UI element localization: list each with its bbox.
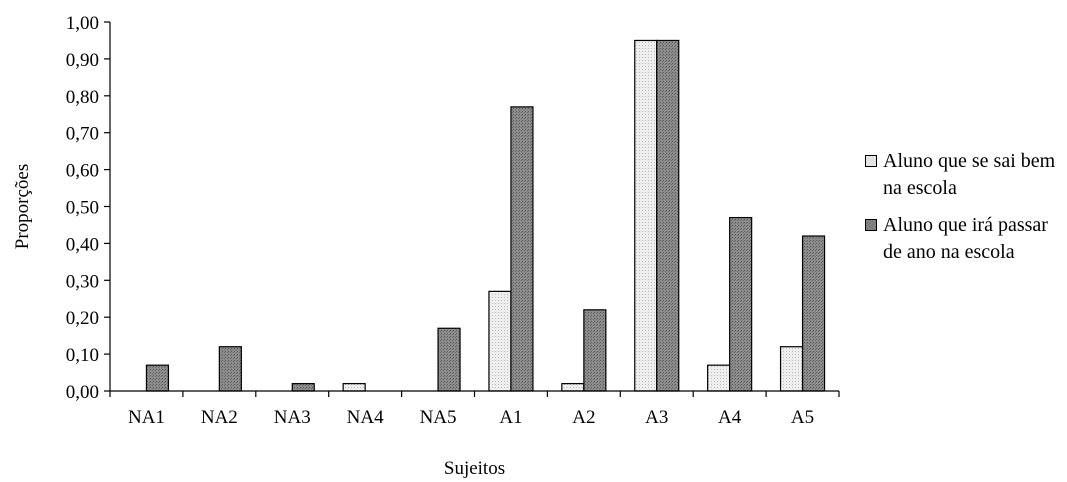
bar-series-2-a1 (510, 106, 534, 392)
bar-series-2-na5 (437, 327, 461, 392)
bar-series-2-na2 (218, 346, 242, 392)
y-tick-label: 0,60 (66, 161, 99, 182)
bar-series-2-a3 (656, 39, 680, 392)
y-axis-label: Proporções (12, 164, 33, 249)
x-tick-label-na1: NA1 (128, 407, 165, 428)
bar-series-1-na4 (342, 383, 366, 392)
y-tick-label: 0,40 (66, 234, 99, 255)
y-tick-label: 0,00 (66, 382, 99, 403)
bar-series-2-a5 (801, 235, 826, 392)
x-tick-label-na3: NA3 (274, 407, 311, 428)
legend-item-series-2: Aluno que irá passar de ano na escola (865, 212, 1065, 266)
y-tick-label: 0,30 (66, 271, 99, 292)
y-tick-label: 1,00 (66, 13, 99, 34)
bar-series-1-a3 (634, 39, 658, 392)
x-tick-label-a2: A2 (572, 407, 595, 428)
legend-swatch-series-1 (865, 155, 877, 167)
bars (145, 39, 826, 392)
bar-series-2-na1 (145, 364, 170, 392)
x-tick-label-a1: A1 (499, 407, 522, 428)
legend-item-series-1: Aluno que se sai bem na escola (865, 148, 1065, 202)
legend-label-series-2: Aluno que irá passar de ano na escola (883, 214, 1048, 263)
x-tick-label-na5: NA5 (420, 407, 457, 428)
x-tick-label-na4: NA4 (347, 407, 384, 428)
x-tick-label-na2: NA2 (201, 407, 238, 428)
bar-series-2-a2 (583, 309, 607, 392)
x-axis-ticks: NA1 NA2 NA3 NA4 NA5 A1 A2 A3 A4 A5 (109, 391, 840, 428)
y-tick-label: 0,50 (66, 198, 99, 219)
legend: Aluno que se sai bem na escola Aluno que… (865, 148, 1065, 276)
bar-series-2-a4 (729, 216, 753, 392)
legend-label-series-1: Aluno que se sai bem na escola (883, 150, 1056, 199)
bar-series-1-a1 (488, 290, 512, 392)
bar-series-1-a2 (561, 383, 585, 392)
bar-series-1-a4 (707, 364, 731, 392)
legend-swatch-series-2 (865, 219, 877, 231)
bar-series-2-na3 (291, 383, 315, 392)
x-axis-label: Sujeitos (444, 458, 505, 479)
x-tick-label-a4: A4 (718, 407, 742, 428)
bar-series-1-a5 (779, 346, 804, 392)
y-tick-label: 0,20 (66, 308, 99, 329)
x-tick-label-a5: A5 (791, 407, 814, 428)
y-tick-label: 0,80 (66, 87, 99, 108)
bar-chart: 0,00 0,10 0,20 0,30 0,40 0,50 0,60 0,70 0,80 0,90… (12, 13, 840, 479)
y-tick-label: 0,10 (66, 345, 99, 366)
x-tick-label-a3: A3 (645, 407, 668, 428)
y-axis-ticks: 0,00 0,10 0,20 0,30 0,40 0,50 0,60 0,70 0,80 0,90… (66, 13, 110, 403)
y-tick-label: 0,90 (66, 50, 99, 71)
y-tick-label: 0,70 (66, 124, 99, 145)
